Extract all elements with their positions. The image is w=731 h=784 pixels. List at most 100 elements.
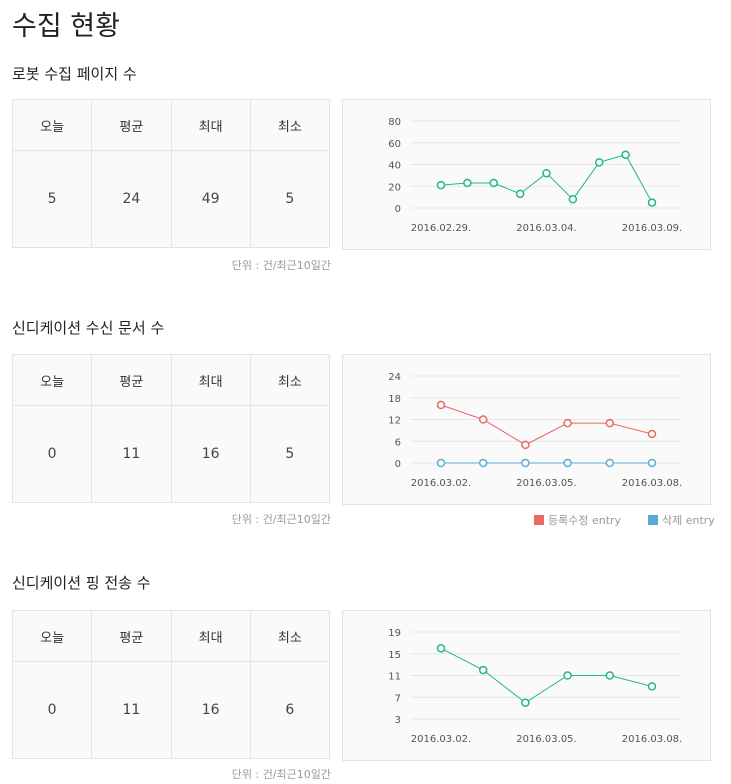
x-tick-label: 2016.03.08. xyxy=(622,734,682,745)
y-tick-label: 12 xyxy=(388,416,401,427)
value-average: 11 xyxy=(92,662,172,758)
y-tick-label: 20 xyxy=(388,182,401,193)
y-tick-label: 60 xyxy=(388,139,401,150)
x-tick-label: 2016.03.05. xyxy=(516,478,576,489)
data-point xyxy=(478,458,488,468)
data-point xyxy=(605,671,615,680)
value-min: 5 xyxy=(285,446,295,462)
value-max: 16 xyxy=(172,662,251,758)
series-line xyxy=(440,647,653,704)
header-min: 최소 xyxy=(277,119,302,135)
y-tick-label: 3 xyxy=(395,715,401,726)
y-tick-label: 0 xyxy=(395,204,401,215)
unit-note: 단위 : 건/최근10일간 xyxy=(231,259,331,272)
y-tick-label: 0 xyxy=(395,459,401,470)
data-point xyxy=(605,458,615,468)
y-tick-label: 18 xyxy=(388,394,401,405)
section-title-syndication-ping: 신디케이션 핑 전송 수 xyxy=(12,574,151,592)
chart-svg: 24 18 12 6 0 2016.03.02. 2016.03.05. 2016.03.08… xyxy=(388,372,682,489)
section-title-robot-pages: 로봇 수집 페이지 수 xyxy=(12,65,137,83)
value-today: 5 xyxy=(13,151,93,247)
data-point xyxy=(595,158,604,167)
line-chart-syndication-received: 24 18 12 6 0 2016.03.02. 2016.03.05. 2016.03.08… xyxy=(342,354,711,505)
x-tick-label: 2016.03.04. xyxy=(516,223,576,234)
legend-swatch xyxy=(534,515,544,525)
y-tick-label: 19 xyxy=(388,628,401,639)
stats-table-syndication-received: 오늘 평균 최대 최소 0 11 16 5 xyxy=(12,354,330,503)
header-average: 평균 xyxy=(92,355,172,405)
series-line xyxy=(440,404,653,446)
x-tick-label: 2016.03.02. xyxy=(411,478,471,489)
legend-swatch xyxy=(648,515,658,525)
header-max: 최대 xyxy=(172,611,251,661)
value-min: 6 xyxy=(285,702,295,718)
header-max: 최대 xyxy=(172,100,251,150)
value-average: 24 xyxy=(92,151,172,247)
data-point xyxy=(515,189,525,199)
value-today: 0 xyxy=(13,406,93,502)
data-point xyxy=(436,180,446,190)
data-point xyxy=(647,682,657,691)
legend-label: 삭제 entry xyxy=(662,514,715,527)
y-tick-label: 24 xyxy=(388,372,401,383)
x-tick-label: 2016.03.05. xyxy=(516,734,576,745)
data-point xyxy=(521,440,530,450)
stats-table-syndication-ping: 오늘 평균 최대 최소 0 11 16 6 xyxy=(12,610,330,759)
header-average: 평균 xyxy=(92,611,172,661)
chart-svg: 80 60 40 20 0 2016.02.29. 2016.03.04. 2016.03.0… xyxy=(388,117,682,234)
value-today: 0 xyxy=(13,662,93,758)
data-point xyxy=(436,400,446,410)
y-tick-label: 40 xyxy=(388,161,401,172)
section-title-syndication-received: 신디케이션 수신 문서 수 xyxy=(12,319,165,337)
header-min: 최소 xyxy=(277,374,302,390)
y-tick-label: 7 xyxy=(395,693,401,704)
data-point xyxy=(542,168,551,178)
header-today: 오늘 xyxy=(13,100,93,150)
header-average: 평균 xyxy=(92,100,172,150)
data-point xyxy=(463,178,472,188)
value-max: 49 xyxy=(172,151,251,247)
legend-item-delete: 삭제 entry xyxy=(648,512,715,528)
data-point xyxy=(436,644,446,653)
data-point xyxy=(647,198,657,207)
y-tick-label: 15 xyxy=(388,650,401,661)
y-tick-label: 11 xyxy=(388,672,401,683)
data-point xyxy=(563,458,572,468)
legend-item-register-update: 등록수정 entry xyxy=(534,512,621,528)
data-point xyxy=(489,178,498,188)
header-min: 최소 xyxy=(277,630,302,646)
y-tick-label: 6 xyxy=(395,437,401,448)
data-point xyxy=(436,458,446,468)
data-point xyxy=(563,418,572,428)
x-tick-label: 2016.03.02. xyxy=(411,734,471,745)
header-today: 오늘 xyxy=(13,611,93,661)
data-point xyxy=(521,698,530,707)
page-title: 수집 현황 xyxy=(12,11,120,42)
stats-table-robot-pages: 오늘 평균 최대 최소 5 24 49 5 xyxy=(12,99,330,248)
data-point xyxy=(563,671,572,680)
data-point xyxy=(478,665,488,675)
data-point xyxy=(568,195,578,204)
series-line xyxy=(440,154,653,203)
header-today: 오늘 xyxy=(13,355,93,405)
data-point xyxy=(647,458,657,468)
legend-label: 등록수정 entry xyxy=(548,514,622,527)
x-tick-label: 2016.03.09. xyxy=(622,223,682,234)
line-chart-robot-pages: 80 60 40 20 0 2016.02.29. 2016.03.04. 2016.03.0… xyxy=(342,99,711,250)
value-max: 16 xyxy=(172,406,251,502)
data-point xyxy=(521,458,530,468)
data-point xyxy=(605,418,615,428)
unit-note: 단위 : 건/최근10일간 xyxy=(231,513,331,526)
data-point xyxy=(478,415,488,424)
header-max: 최대 xyxy=(172,355,251,405)
value-min: 5 xyxy=(285,191,295,207)
x-tick-label: 2016.02.29. xyxy=(411,223,471,234)
data-point xyxy=(621,150,630,159)
y-tick-label: 80 xyxy=(388,117,401,128)
x-tick-label: 2016.03.08. xyxy=(622,478,682,489)
line-chart-syndication-ping: 19 15 11 7 3 2016.03.02. 2016.03.05. 2016.03.08… xyxy=(342,610,711,761)
unit-note: 단위 : 건/최근10일간 xyxy=(231,768,331,781)
value-average: 11 xyxy=(92,406,172,502)
data-point xyxy=(647,429,657,439)
chart-svg: 19 15 11 7 3 2016.03.02. 2016.03.05. 2016.03.08… xyxy=(388,628,682,745)
